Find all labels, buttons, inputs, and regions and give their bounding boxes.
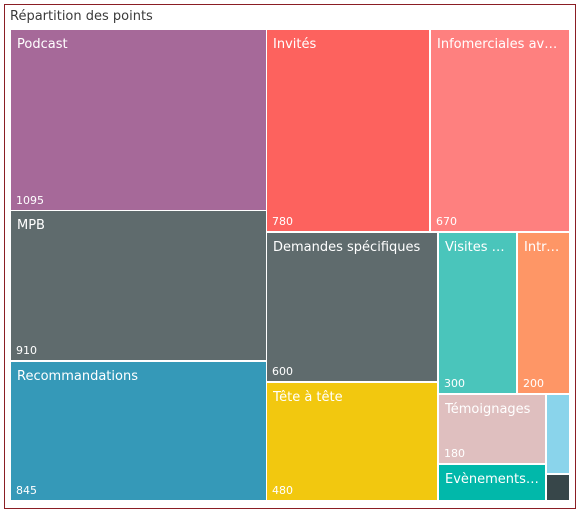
- tile-label: Infomerciales avec ...: [437, 37, 565, 52]
- treemap-tile[interactable]: Demandes spécifiques 600: [267, 233, 437, 381]
- tile-label: Invités: [273, 37, 317, 52]
- treemap-tile[interactable]: [547, 475, 569, 500]
- treemap-tile[interactable]: Invités 780: [267, 30, 429, 231]
- tile-label: MPB: [17, 218, 45, 233]
- tile-value: 600: [272, 365, 293, 378]
- tile-label: Recommandations: [17, 369, 138, 384]
- tile-label: Podcast: [17, 37, 68, 52]
- chart-title: Répartition des points: [10, 9, 153, 24]
- tile-value: 845: [16, 484, 37, 497]
- treemap-tile[interactable]: [547, 395, 569, 473]
- tile-value: 1095: [16, 194, 44, 207]
- tile-label: Intro...: [524, 240, 565, 255]
- treemap-tile[interactable]: Témoignages 180: [439, 395, 545, 463]
- treemap-tile[interactable]: Intro... 200: [518, 233, 569, 393]
- tile-value: 910: [16, 344, 37, 357]
- tile-label: Evènements d...: [445, 472, 541, 487]
- tile-value: 200: [523, 377, 544, 390]
- tile-value: 300: [444, 377, 465, 390]
- treemap-tile[interactable]: Infomerciales avec ... 670: [431, 30, 569, 231]
- tile-label: Visites au...: [445, 240, 512, 255]
- treemap-tile[interactable]: Tête à tête 480: [267, 383, 437, 500]
- treemap-tile[interactable]: Visites au... 300: [439, 233, 516, 393]
- tile-label: Témoignages: [445, 402, 531, 417]
- tile-value: 480: [272, 484, 293, 497]
- treemap-tile[interactable]: Evènements d...: [439, 465, 545, 500]
- tile-label: Demandes spécifiques: [273, 240, 421, 255]
- treemap-tile[interactable]: Podcast 1095: [11, 30, 266, 210]
- tile-value: 670: [436, 215, 457, 228]
- treemap-tile[interactable]: Recommandations 845: [11, 362, 266, 500]
- tile-label: Tête à tête: [273, 390, 343, 405]
- treemap-tile[interactable]: MPB 910: [11, 211, 266, 360]
- tile-value: 180: [444, 447, 465, 460]
- tile-value: 780: [272, 215, 293, 228]
